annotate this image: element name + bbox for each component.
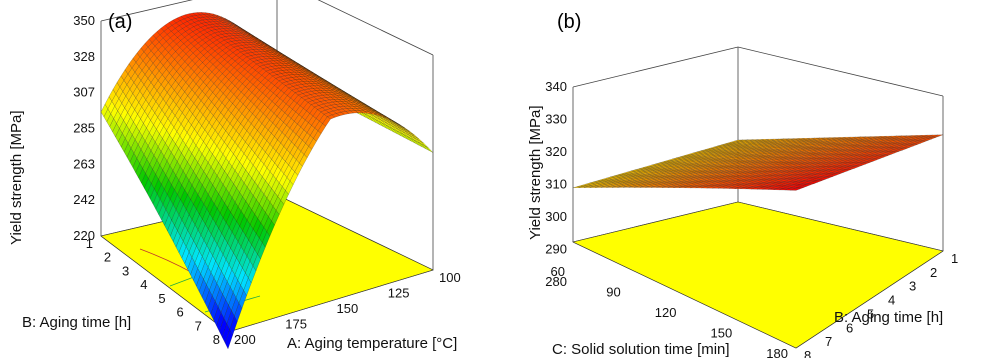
z-axis-title-a: Yield strength [MPa] [8,110,25,245]
x-axis-title-b: C: Solid solution time [min] [552,341,730,358]
y-tick-label: 4 [140,277,147,292]
y-tick-label: 6 [176,305,183,320]
y-tick-label: 1 [951,251,958,266]
x-tick-label: 100 [439,270,461,285]
z-tick-label: 328 [73,49,95,64]
x-tick-label: 120 [655,305,677,320]
surface-cell [424,145,434,153]
x-tick-label: 60 [551,264,565,279]
x-axis-title-a: A: Aging temperature [°C] [287,335,457,352]
z-tick-label: 280 [545,274,567,289]
x-tick-label: 180 [766,346,788,358]
z-tick-label: 290 [545,242,567,257]
response-surface-a [100,12,434,350]
y-tick-label: 8 [213,332,220,347]
panel-label-b: (b) [557,11,581,33]
z-tick-label: 307 [73,85,95,100]
z-tick-label: 350 [73,13,95,28]
z-tick-label: 310 [545,177,567,192]
z-tick-label: 330 [545,112,567,127]
y-tick-label: 2 [104,250,111,265]
tick-labels-b: 280 290 300 310 320 330 340 60 90 120 150 180 8 76543… [545,79,958,358]
x-tick-label: 175 [285,317,307,332]
x-tick-label: 125 [388,286,410,301]
frame-edge [100,0,193,22]
z-tick-label: 220 [73,228,95,243]
floor-plane-b [572,201,944,349]
surface-cell [790,188,800,191]
y-tick-label: 2 [930,265,937,280]
y-tick-label: 4 [888,293,895,308]
z-axis-title-b: Yield strength [MPa] [527,105,544,240]
y-tick-label: 7 [195,318,202,333]
z-tick-label: 285 [73,121,95,136]
x-tick-label: 150 [711,326,733,341]
floor-plane [572,201,944,349]
z-tick-label: 263 [73,156,95,171]
y-tick-label: 5 [158,291,165,306]
y-axis-title-b: B: Aging time [h] [834,309,943,326]
y-tick-label: 3 [909,279,916,294]
y-tick-label: 1 [86,236,93,251]
z-tick-label: 340 [545,79,567,94]
surface-plot-b: 280 290 300 310 320 330 340 60 90 120 150 180 8 76543… [527,11,958,358]
frame-edge [737,46,944,97]
z-tick-label: 300 [545,209,567,224]
y-tick-label: 7 [825,334,832,349]
panel-label-a: (a) [108,11,132,33]
x-tick-label: 90 [606,285,620,300]
x-tick-label: 200 [234,332,256,347]
frame-edge [317,0,434,56]
y-axis-title-a: B: Aging time [h] [22,314,131,331]
y-tick-label: 5 [867,306,874,321]
z-tick-label: 242 [73,192,95,207]
frame-edge [572,46,739,88]
z-tick-label: 320 [545,144,567,159]
response-surface-b [572,134,944,191]
y-tick-label: 3 [122,263,129,278]
y-tick-label: 6 [846,320,853,335]
x-tick-label: 150 [337,301,359,316]
y-tick-label: 8 [804,348,811,358]
